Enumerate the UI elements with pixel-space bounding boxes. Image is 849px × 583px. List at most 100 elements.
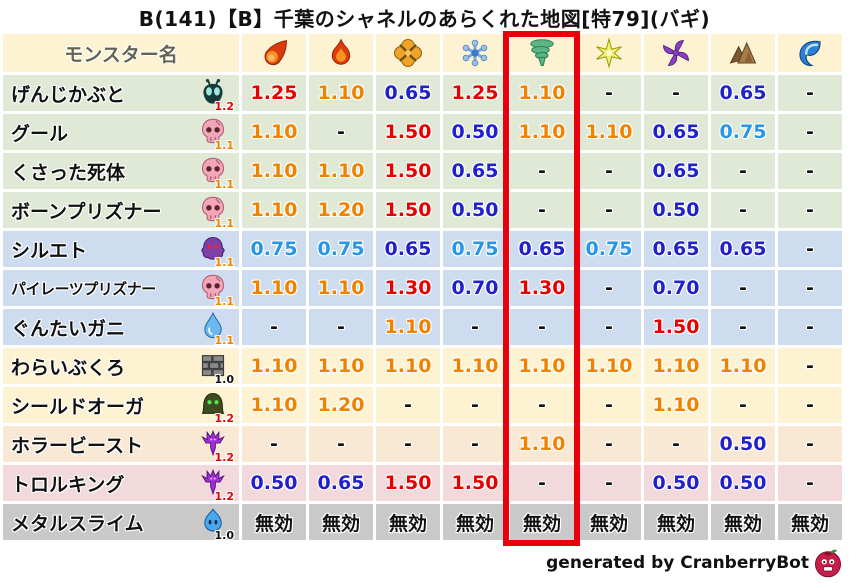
resistance-value: - bbox=[309, 114, 373, 150]
resistance-value: - bbox=[577, 270, 641, 306]
table-row: シールドオーガ 1.2 1.10 1.20- - - -1.10- - bbox=[3, 387, 842, 423]
waterdrop-icon: 1.1 bbox=[199, 311, 234, 345]
monster-name: ホラービースト bbox=[11, 434, 144, 457]
table-row: くさった死体 1.1 1.10 1.10 1.50 0.65- -0.65- - bbox=[3, 153, 842, 189]
resistance-value: 0.50 bbox=[443, 192, 507, 228]
element-column-header bbox=[242, 34, 306, 72]
resistance-value: 無効 bbox=[242, 504, 306, 540]
table-row: ぐんたいガニ 1.1- -1.10- - -1.50- - bbox=[3, 309, 842, 345]
resistance-value: - bbox=[778, 231, 842, 267]
element-column-header bbox=[644, 34, 708, 72]
resistance-value: 1.10 bbox=[376, 348, 440, 384]
resistance-value: 0.50 bbox=[242, 465, 306, 501]
resistance-value: 1.50 bbox=[376, 153, 440, 189]
resistance-value: - bbox=[778, 348, 842, 384]
resistance-value: 0.75 bbox=[443, 231, 507, 267]
resistance-value: - bbox=[644, 426, 708, 462]
element-column-header bbox=[309, 34, 373, 72]
monster-name: げんじかぶと bbox=[11, 83, 126, 106]
monster-name: トロルキング bbox=[11, 473, 125, 496]
resistance-value: - bbox=[510, 387, 574, 423]
resistance-value: 1.50 bbox=[376, 192, 440, 228]
trident-icon: 1.2 bbox=[199, 429, 234, 462]
resistance-value: 0.75 bbox=[242, 231, 306, 267]
table-row: トロルキング 1.2 0.50 0.65 1.50 1.50- -0.50 0.50- bbox=[3, 465, 842, 501]
resistance-value: 1.10 bbox=[242, 153, 306, 189]
resistance-value: 0.50 bbox=[711, 465, 775, 501]
resistance-value: 無効 bbox=[577, 504, 641, 540]
monster-name: ボーンプリズナー bbox=[11, 200, 162, 223]
resistance-value: 0.65 bbox=[644, 153, 708, 189]
resistance-value: - bbox=[711, 192, 775, 228]
resistance-value: - bbox=[644, 75, 708, 111]
header-row: モンスター名 bbox=[3, 34, 842, 72]
monster-name: くさった死体 bbox=[11, 161, 126, 184]
resistance-value: 0.50 bbox=[711, 426, 775, 462]
monster-name: メタルスライム bbox=[11, 512, 144, 535]
resistance-value: 無効 bbox=[376, 504, 440, 540]
monster-name: ぐんたいガニ bbox=[11, 317, 126, 340]
element-column-header bbox=[376, 34, 440, 72]
spark-icon bbox=[594, 37, 624, 69]
resistance-value: 1.50 bbox=[644, 309, 708, 345]
resistance-value: - bbox=[778, 114, 842, 150]
pinwheel-icon bbox=[661, 40, 691, 66]
resistance-value: 0.75 bbox=[577, 231, 641, 267]
resistance-value: - bbox=[577, 75, 641, 111]
resistance-value: 0.65 bbox=[376, 231, 440, 267]
monster-level-badge: 1.0 bbox=[214, 373, 235, 384]
resistance-value: - bbox=[778, 426, 842, 462]
resistance-value: 1.10 bbox=[242, 114, 306, 150]
table-row: グール 1.1 1.10-1.50 0.50 1.10 1.10 0.65 0.75- bbox=[3, 114, 842, 150]
resistance-value: 0.65 bbox=[510, 231, 574, 267]
resistance-value: - bbox=[577, 309, 641, 345]
resistance-value: 0.70 bbox=[443, 270, 507, 306]
resistance-value: 1.50 bbox=[376, 465, 440, 501]
table-row: メタルスライム 1.0 無効 無効 無効 無効 無効 無効 無効 無効 無効 bbox=[3, 504, 842, 540]
resistance-value: - bbox=[577, 426, 641, 462]
resistance-value: 0.65 bbox=[711, 231, 775, 267]
monster-level-badge: 1.2 bbox=[214, 412, 235, 423]
resistance-value: 0.65 bbox=[644, 114, 708, 150]
resistance-value: - bbox=[778, 153, 842, 189]
resistance-value: - bbox=[778, 309, 842, 345]
resistance-value: - bbox=[510, 465, 574, 501]
skull-icon: 1.1 bbox=[199, 117, 234, 150]
resistance-value: - bbox=[778, 270, 842, 306]
resistance-value: 1.50 bbox=[443, 465, 507, 501]
resistance-value: 0.50 bbox=[443, 114, 507, 150]
resistance-value: 1.10 bbox=[309, 348, 373, 384]
resistance-value: 1.10 bbox=[711, 348, 775, 384]
resistance-value: - bbox=[577, 153, 641, 189]
resistance-value: 0.65 bbox=[376, 75, 440, 111]
resistance-value: - bbox=[376, 387, 440, 423]
resistance-value: 1.10 bbox=[510, 348, 574, 384]
footer-credit-text: generated by CranberryBot bbox=[546, 553, 809, 573]
monster-level-badge: 1.0 bbox=[214, 529, 235, 540]
resistance-value: - bbox=[443, 387, 507, 423]
resistance-value: - bbox=[778, 387, 842, 423]
resistance-value: 無効 bbox=[644, 504, 708, 540]
resistance-value: 0.70 bbox=[644, 270, 708, 306]
resistance-value: - bbox=[309, 309, 373, 345]
trident-icon: 1.2 bbox=[199, 468, 234, 501]
resistance-value: 1.10 bbox=[644, 348, 708, 384]
table-header: モンスター名 bbox=[3, 34, 842, 72]
monster-resistance-table: モンスター名 げんじかぶと 1.2 1.25 1.10 0.65 1.25 1.10- -0.… bbox=[0, 31, 845, 543]
resistance-value: 無効 bbox=[711, 504, 775, 540]
brick-icon: 1.0 bbox=[199, 351, 234, 384]
resistance-value: - bbox=[443, 309, 507, 345]
snowflake-icon bbox=[460, 39, 490, 67]
resistance-value: 無効 bbox=[443, 504, 507, 540]
resistance-value: - bbox=[577, 387, 641, 423]
monster-level-badge: 1.1 bbox=[214, 217, 235, 228]
flame-icon bbox=[326, 39, 356, 65]
resistance-value: - bbox=[711, 387, 775, 423]
resistance-value: - bbox=[242, 309, 306, 345]
monster-name-column-header: モンスター名 bbox=[3, 34, 239, 72]
resistance-value: 1.30 bbox=[376, 270, 440, 306]
monster-level-badge: 1.1 bbox=[214, 295, 235, 306]
resistance-value: 0.75 bbox=[309, 231, 373, 267]
monster-level-badge: 1.1 bbox=[214, 139, 235, 150]
resistance-value: - bbox=[510, 309, 574, 345]
